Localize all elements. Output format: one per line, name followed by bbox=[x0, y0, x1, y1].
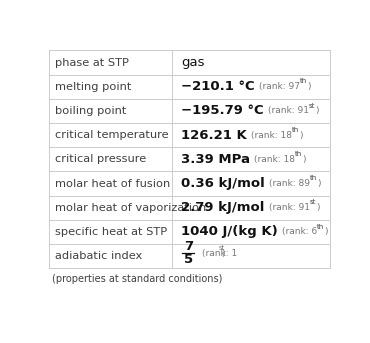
Text: ): ) bbox=[303, 155, 306, 164]
Text: ): ) bbox=[222, 249, 225, 258]
Text: ): ) bbox=[317, 179, 321, 188]
Text: th: th bbox=[292, 127, 299, 133]
Text: ): ) bbox=[316, 203, 320, 212]
Text: (rank: 18: (rank: 18 bbox=[254, 155, 295, 164]
Text: 3.39 MPa: 3.39 MPa bbox=[181, 153, 250, 166]
Text: ): ) bbox=[299, 131, 303, 140]
Text: (rank: 91: (rank: 91 bbox=[269, 203, 310, 212]
Text: th: th bbox=[317, 224, 324, 230]
Text: (rank: 1: (rank: 1 bbox=[202, 249, 237, 258]
Text: 1040 J/(kg K): 1040 J/(kg K) bbox=[181, 225, 278, 238]
Text: −210.1 °C: −210.1 °C bbox=[181, 80, 255, 93]
Text: adiabatic index: adiabatic index bbox=[55, 251, 142, 261]
Text: st: st bbox=[310, 199, 316, 205]
Text: st: st bbox=[309, 103, 315, 109]
Text: (rank: 6: (rank: 6 bbox=[282, 227, 317, 236]
Text: molar heat of fusion: molar heat of fusion bbox=[55, 179, 170, 189]
Text: (rank: 89: (rank: 89 bbox=[269, 179, 310, 188]
Text: critical pressure: critical pressure bbox=[55, 154, 146, 164]
Text: (rank: 18: (rank: 18 bbox=[251, 131, 292, 140]
Text: (rank: 91: (rank: 91 bbox=[268, 106, 309, 116]
Text: th: th bbox=[295, 151, 303, 157]
Text: 7: 7 bbox=[184, 240, 193, 253]
Text: (properties at standard conditions): (properties at standard conditions) bbox=[52, 274, 222, 284]
Text: th: th bbox=[300, 79, 307, 84]
Text: ): ) bbox=[324, 227, 328, 236]
Text: (rank: 97: (rank: 97 bbox=[259, 82, 300, 91]
Text: gas: gas bbox=[181, 56, 205, 69]
Text: ): ) bbox=[315, 106, 319, 116]
Text: ): ) bbox=[307, 82, 311, 91]
Text: critical temperature: critical temperature bbox=[55, 130, 168, 140]
Text: −195.79 °C: −195.79 °C bbox=[181, 104, 264, 117]
Text: th: th bbox=[310, 175, 317, 181]
Text: th: th bbox=[300, 79, 307, 84]
Text: boiling point: boiling point bbox=[55, 106, 126, 116]
Text: st: st bbox=[310, 199, 316, 205]
Text: th: th bbox=[317, 224, 324, 230]
Text: st: st bbox=[309, 103, 315, 109]
Text: melting point: melting point bbox=[55, 82, 131, 92]
Text: th: th bbox=[292, 127, 299, 133]
Text: 0.36 kJ/mol: 0.36 kJ/mol bbox=[181, 177, 265, 190]
Text: specific heat at STP: specific heat at STP bbox=[55, 227, 167, 237]
Text: st: st bbox=[218, 245, 225, 251]
Text: th: th bbox=[295, 151, 303, 157]
Text: 2.79 kJ/mol: 2.79 kJ/mol bbox=[181, 201, 265, 214]
Text: 5: 5 bbox=[184, 253, 193, 266]
Text: phase at STP: phase at STP bbox=[55, 58, 129, 68]
Text: th: th bbox=[310, 175, 317, 181]
Text: 126.21 K: 126.21 K bbox=[181, 129, 247, 142]
Text: molar heat of vaporization: molar heat of vaporization bbox=[55, 203, 206, 213]
